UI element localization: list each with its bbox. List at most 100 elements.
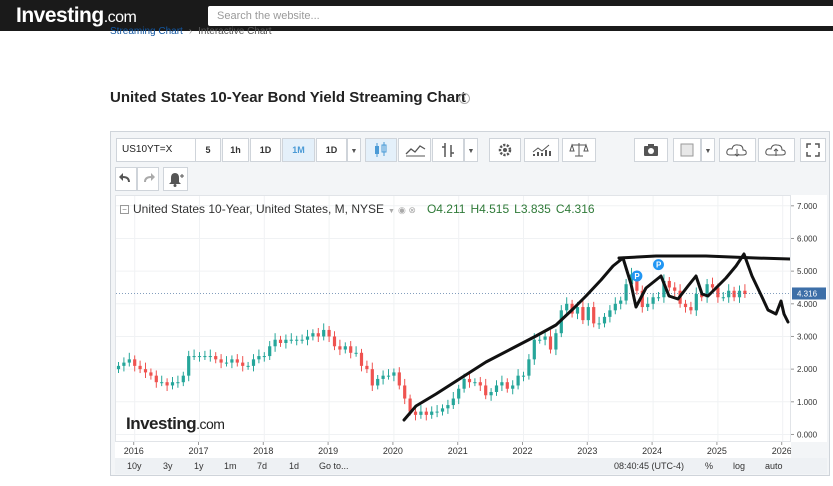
candle-body <box>187 356 191 376</box>
candle-body <box>165 382 169 386</box>
x-tick-label: 2025 <box>707 446 727 456</box>
interval-dropdown-chevron-icon[interactable]: ▼ <box>347 138 361 162</box>
y-tick-label: 1.000 <box>797 398 818 407</box>
y-tick-label: 5.000 <box>797 267 818 276</box>
legend-chevron-icon[interactable]: ▼ <box>388 208 395 215</box>
candle-body <box>170 382 175 386</box>
candle-body <box>451 398 455 406</box>
x-tick-label: 2026 <box>772 446 791 456</box>
search-box[interactable] <box>208 6 833 26</box>
interval-select-button[interactable]: 1D <box>316 138 347 162</box>
candle-body <box>586 307 590 321</box>
candle-body <box>300 339 304 341</box>
range-1d-button[interactable]: 1d <box>289 461 300 471</box>
settings-gear-icon[interactable] <box>489 138 521 162</box>
candle-body <box>149 372 153 376</box>
legend-visibility-icon[interactable]: ◉ ⊗ <box>397 205 416 215</box>
x-axis[interactable]: 2016 2017 2018 2019 2020 2021 2022 2023 2024 2025… <box>115 442 792 458</box>
go-to-date-button[interactable]: Go to... <box>319 461 349 471</box>
range-3y-button[interactable]: 3y <box>163 461 173 471</box>
y-axis[interactable]: 7.000 6.000 5.000 4.000 3.000 2.000 1.000 0.000… <box>791 195 827 442</box>
candle-body <box>332 336 337 347</box>
x-tick-label: 2023 <box>577 446 597 456</box>
indicators-icon[interactable] <box>524 138 559 162</box>
undo-icon[interactable] <box>115 167 137 191</box>
line-type-icon[interactable] <box>398 138 431 162</box>
camera-icon[interactable] <box>634 138 668 162</box>
candle-body <box>457 388 461 399</box>
chart-type-dropdown-chevron-icon[interactable]: ▼ <box>464 138 478 162</box>
investing-logo[interactable]: Investing.com <box>16 4 137 28</box>
legend-low: L3.835 <box>514 202 551 216</box>
symbol-input[interactable]: US10YT=X <box>116 138 196 162</box>
candle-body <box>624 284 628 301</box>
candle-body <box>278 339 283 343</box>
candle-body <box>548 336 553 350</box>
candle-body <box>386 375 391 377</box>
collapse-legend-icon[interactable]: − <box>120 205 129 214</box>
cloud-upload-icon[interactable] <box>758 138 795 162</box>
compare-scale-icon[interactable] <box>562 138 596 162</box>
candle-body <box>538 339 542 341</box>
range-10y-button[interactable]: 10y <box>127 461 142 471</box>
candle-body <box>349 346 353 353</box>
candle-body <box>338 346 342 350</box>
interval-1m-button[interactable]: 1M <box>282 138 315 162</box>
interval-5m-button[interactable]: 5 <box>195 138 221 162</box>
candle-body <box>575 307 580 314</box>
info-icon[interactable]: i <box>459 93 470 104</box>
candle-body <box>667 280 671 288</box>
breadcrumb-interactive-chart[interactable]: Interactive Chart <box>198 26 272 37</box>
log-scale-toggle[interactable]: log <box>733 461 746 471</box>
candle-body <box>489 392 493 396</box>
candle-body <box>408 398 412 412</box>
candle-body <box>246 365 250 367</box>
color-dropdown-chevron-icon[interactable]: ▼ <box>701 138 715 162</box>
range-1m-button[interactable]: 1m <box>224 461 237 471</box>
candle-body <box>505 382 509 389</box>
redo-icon[interactable] <box>137 167 159 191</box>
candle-body <box>235 359 239 363</box>
percent-scale-toggle[interactable]: % <box>705 461 714 471</box>
candle-body <box>554 333 558 350</box>
price-chart-svg[interactable]: PP <box>116 196 794 441</box>
x-tick-label: 2020 <box>383 446 403 456</box>
candle-body <box>122 362 126 366</box>
candle-body <box>257 356 261 360</box>
alert-bell-icon[interactable] <box>163 167 188 191</box>
x-tick-label: 2024 <box>642 446 662 456</box>
legend-high: H4.515 <box>470 202 510 216</box>
candle-body <box>727 290 731 298</box>
candle-body <box>446 405 450 409</box>
candle-body <box>462 378 466 389</box>
cloud-download-icon[interactable] <box>719 138 756 162</box>
bar-type-icon[interactable] <box>432 138 464 162</box>
fullscreen-icon[interactable] <box>800 138 826 162</box>
candle-body <box>478 382 482 386</box>
interval-1h-button[interactable]: 1h <box>222 138 249 162</box>
candle-body <box>295 339 299 341</box>
candlestick-type-icon[interactable] <box>365 138 397 162</box>
candle-body <box>662 280 666 298</box>
auto-scale-toggle[interactable]: auto <box>765 461 783 471</box>
range-7d-button[interactable]: 7d <box>257 461 268 471</box>
candle-body <box>527 359 531 376</box>
candle-body <box>743 290 747 294</box>
range-1y-button[interactable]: 1y <box>194 461 204 471</box>
candle-body <box>737 290 742 298</box>
candle-body <box>327 329 331 337</box>
clock-readout: 08:40:45 (UTC-4) <box>614 461 685 471</box>
interval-1d-button[interactable]: 1D <box>250 138 281 162</box>
x-tick-label: 2019 <box>318 446 338 456</box>
breadcrumb-streaming-chart[interactable]: Streaming Chart <box>110 26 183 37</box>
range-bar: 10y 3y 1y 1m 7d 1d Go to... 08:40:45 (UT… <box>115 458 827 474</box>
candle-body <box>440 408 445 412</box>
x-tick-label: 2022 <box>513 446 533 456</box>
candle-body <box>160 382 164 384</box>
color-swatch-button[interactable] <box>673 138 701 162</box>
search-input[interactable] <box>208 6 833 26</box>
candle-body <box>208 356 212 358</box>
candle-body <box>311 333 315 337</box>
candle-body <box>181 375 185 383</box>
